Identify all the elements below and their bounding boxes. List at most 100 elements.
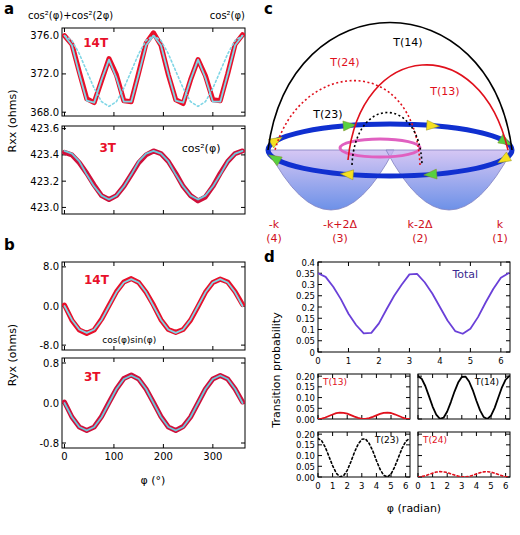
x-tick <box>405 374 406 378</box>
y-tick <box>506 262 510 263</box>
x-tick-label: 300 <box>203 451 222 462</box>
x-tick-label: 1 <box>430 481 435 491</box>
annotation: Total <box>451 268 478 281</box>
y-tick <box>318 477 322 478</box>
y-tick <box>318 329 322 330</box>
arrow <box>424 169 437 179</box>
x-tick-label: 1 <box>346 356 351 366</box>
x-tick <box>332 473 333 477</box>
x-tick <box>470 348 471 352</box>
arrow <box>268 155 282 166</box>
series-group <box>318 273 508 334</box>
panel-letter: d <box>264 248 275 266</box>
data-line <box>64 151 242 201</box>
x-tick <box>361 473 362 477</box>
x-tick-label: 4 <box>437 356 442 366</box>
arrow <box>498 152 512 163</box>
y-tick <box>62 207 66 208</box>
panel: 0123456T(24) <box>415 432 510 491</box>
x-tick <box>212 112 213 116</box>
x-tick-label: 2 <box>344 481 349 491</box>
y-tick <box>406 455 410 456</box>
data-line <box>64 151 242 200</box>
x-tick <box>376 374 377 378</box>
y-axis-title: Rxx (ohms) <box>6 90 19 153</box>
arrow <box>269 137 283 148</box>
plot-frame <box>318 262 510 352</box>
x-tick-label: 6 <box>498 356 503 366</box>
x-tick-label: 1 <box>330 481 335 491</box>
x-axis-title: φ (radian) <box>387 502 441 515</box>
x-tick <box>361 374 362 378</box>
x-tick <box>439 348 440 352</box>
y-tick <box>318 397 322 398</box>
x-tick-label: 0 <box>61 451 67 462</box>
x-tick-label: 6 <box>403 481 408 491</box>
y-tick <box>318 295 322 296</box>
y-tick <box>241 73 245 74</box>
y-tick <box>241 207 245 208</box>
y-tick-label: 0.05 <box>296 336 315 346</box>
x-tick-label: 2 <box>376 356 381 366</box>
transition-arc <box>352 113 422 166</box>
series-group <box>418 376 509 419</box>
y-tick <box>418 419 422 420</box>
y-tick <box>418 455 422 456</box>
transition-arc <box>275 81 420 165</box>
x-tick <box>347 432 348 436</box>
data-line <box>318 273 508 334</box>
y-tick <box>506 466 510 467</box>
x-tick-label: 100 <box>104 451 123 462</box>
x-tick <box>432 415 433 419</box>
x-tick-label: 5 <box>468 356 473 366</box>
plot-frame <box>318 432 410 477</box>
y-tick <box>318 340 322 341</box>
y-tick <box>506 307 510 308</box>
x-tick <box>64 346 65 350</box>
y-tick-label: 8.0 <box>43 261 59 272</box>
x-tick <box>432 374 433 378</box>
y-tick <box>418 397 422 398</box>
plot-frame <box>62 126 245 214</box>
state-label: -k <box>269 218 280 231</box>
y-tick-label: 0.4 <box>301 258 315 268</box>
y-tick <box>506 444 510 445</box>
fermi-ring <box>268 124 512 176</box>
diagram: T(14)T(13)T(24)T(23)k(1)k-2Δ(2)-k+2Δ(3)-… <box>264 0 512 245</box>
x-tick <box>212 210 213 214</box>
x-tick <box>461 432 462 436</box>
y-tick <box>406 408 410 409</box>
y-tick <box>506 386 510 387</box>
y-tick <box>318 318 322 319</box>
y-tick <box>506 284 510 285</box>
x-tick <box>318 473 319 477</box>
y-tick <box>506 352 510 353</box>
y-tick <box>406 477 410 478</box>
state-label: k <box>497 218 504 231</box>
x-tick <box>64 112 65 116</box>
x-tick <box>476 415 477 419</box>
x-tick <box>347 473 348 477</box>
x-tick <box>163 444 164 448</box>
data-line <box>64 36 242 107</box>
y-tick-label: -0.8 <box>39 438 59 449</box>
data-line <box>64 376 242 431</box>
y-tick-label: 0.3 <box>301 280 315 290</box>
x-tick <box>470 262 471 266</box>
panel: 0.000.050.100.150.200123456T(23)φ (radia… <box>296 430 441 515</box>
y-tick-label: 0.0 <box>43 301 59 312</box>
y-tick <box>318 262 322 263</box>
y-tick <box>418 408 422 409</box>
x-tick <box>447 415 448 419</box>
x-tick <box>376 473 377 477</box>
annotation: 3T <box>99 141 116 155</box>
x-tick <box>113 444 114 448</box>
plot-frame <box>418 374 510 419</box>
plot-frame <box>318 374 410 419</box>
y-tick-label: 0.20 <box>296 430 315 440</box>
y-tick <box>318 455 322 456</box>
y-tick-label: 376.0 <box>30 30 59 41</box>
x-tick <box>64 28 65 32</box>
x-tick <box>491 473 492 477</box>
x-tick <box>113 112 114 116</box>
